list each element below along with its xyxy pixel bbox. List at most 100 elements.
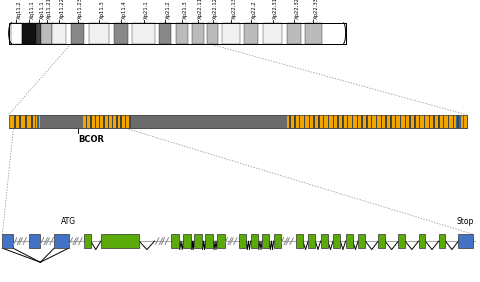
Text: Stop: Stop: [457, 217, 474, 226]
Text: Xp11.23: Xp11.23: [78, 0, 83, 19]
Bar: [347, 115, 348, 128]
Bar: [337, 115, 339, 128]
Bar: [463, 115, 464, 128]
Bar: [333, 234, 340, 248]
Bar: [419, 234, 425, 248]
Bar: [89, 23, 109, 44]
Bar: [456, 115, 457, 128]
Bar: [114, 23, 128, 44]
Bar: [194, 234, 202, 248]
Bar: [207, 23, 218, 44]
Bar: [400, 115, 401, 128]
Bar: [9, 23, 12, 44]
Bar: [321, 234, 328, 248]
Text: Xp22.32: Xp22.32: [295, 0, 300, 19]
Bar: [439, 234, 445, 248]
Bar: [376, 115, 377, 128]
Bar: [101, 234, 139, 248]
Bar: [222, 23, 240, 44]
Bar: [274, 234, 281, 248]
Bar: [309, 115, 310, 128]
Bar: [9, 23, 346, 44]
Text: Xp11.22: Xp11.22: [60, 0, 64, 19]
Bar: [25, 115, 27, 128]
Bar: [95, 115, 96, 128]
Bar: [313, 115, 315, 128]
Text: Xp21.3: Xp21.3: [182, 1, 187, 19]
Bar: [99, 115, 100, 128]
Bar: [171, 234, 179, 248]
Bar: [52, 23, 66, 44]
Bar: [2, 234, 13, 248]
Bar: [31, 115, 33, 128]
Bar: [116, 115, 118, 128]
Text: Xp11.4: Xp11.4: [121, 1, 126, 19]
Bar: [263, 23, 282, 44]
Text: Xp11.1: Xp11.1: [39, 1, 44, 19]
Text: Xq11.1: Xq11.1: [30, 1, 35, 19]
Bar: [448, 115, 449, 128]
Bar: [22, 23, 36, 44]
Bar: [414, 115, 416, 128]
Bar: [90, 115, 92, 128]
Bar: [333, 115, 334, 128]
Bar: [9, 115, 40, 128]
Bar: [453, 115, 454, 128]
Bar: [205, 234, 213, 248]
Bar: [381, 115, 382, 128]
Bar: [9, 115, 467, 128]
Text: Xp21.1: Xp21.1: [144, 1, 149, 19]
Text: Xp22.12: Xp22.12: [213, 0, 218, 19]
Bar: [71, 23, 84, 44]
Bar: [458, 234, 473, 248]
Bar: [398, 234, 405, 248]
Bar: [244, 23, 258, 44]
Bar: [304, 115, 305, 128]
Bar: [296, 234, 303, 248]
Bar: [9, 115, 467, 128]
Text: Xp22.33: Xp22.33: [314, 0, 319, 19]
Bar: [419, 115, 420, 128]
Text: Xp22.11: Xp22.11: [198, 0, 203, 19]
Bar: [429, 115, 430, 128]
Bar: [108, 115, 109, 128]
Bar: [120, 115, 122, 128]
Text: Xp21.2: Xp21.2: [166, 1, 170, 19]
Bar: [289, 115, 291, 128]
Bar: [41, 23, 52, 44]
Bar: [352, 115, 353, 128]
Bar: [405, 115, 406, 128]
Bar: [103, 115, 105, 128]
Bar: [385, 115, 387, 128]
Text: Xp11.3: Xp11.3: [100, 1, 105, 19]
Bar: [11, 23, 22, 44]
Bar: [9, 23, 346, 44]
Bar: [29, 234, 40, 248]
Bar: [323, 115, 324, 128]
Bar: [183, 234, 191, 248]
Bar: [159, 23, 171, 44]
Bar: [361, 115, 363, 128]
Bar: [318, 115, 320, 128]
Bar: [294, 115, 296, 128]
Bar: [328, 115, 329, 128]
Text: Xp22.13: Xp22.13: [231, 0, 236, 19]
Bar: [84, 234, 91, 248]
Bar: [390, 115, 392, 128]
Bar: [342, 115, 344, 128]
Bar: [424, 115, 425, 128]
Bar: [443, 115, 444, 128]
Bar: [438, 115, 440, 128]
Text: Xp22.2: Xp22.2: [252, 1, 256, 19]
Bar: [132, 23, 155, 44]
Bar: [251, 234, 258, 248]
Bar: [36, 23, 41, 44]
Bar: [341, 23, 346, 44]
Bar: [358, 234, 365, 248]
Bar: [125, 115, 126, 128]
Bar: [371, 115, 372, 128]
Bar: [357, 115, 358, 128]
Bar: [14, 115, 16, 128]
Bar: [457, 115, 459, 128]
Bar: [262, 234, 269, 248]
